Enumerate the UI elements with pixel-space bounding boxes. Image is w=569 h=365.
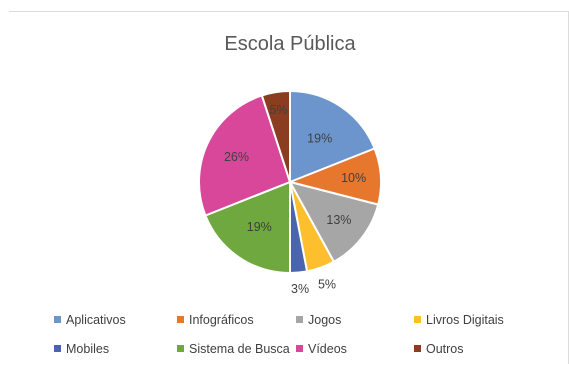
pie-slices (198, 89, 382, 275)
legend-label: Aplicativos (66, 313, 126, 327)
legend-label: Sistema de Busca (189, 342, 290, 356)
legend-label: Livros Digitais (426, 313, 504, 327)
chart-area: Escola Pública 19% 10% 13% 5% 3% 19% 26% 5% Apl… (9, 11, 569, 364)
data-label: 5% (318, 278, 336, 292)
pie-slice-aplicativos (289, 89, 376, 184)
legend-item: Livros Digitais (414, 313, 504, 327)
legend-item: Outros (414, 342, 464, 356)
pie-chart: Escola Pública 19% 10% 13% 5% 3% 19% 26% 5% Apl… (54, 33, 504, 356)
pie-slice-v-deos (198, 94, 292, 217)
legend-swatch (296, 316, 303, 323)
legend-label: Vídeos (308, 342, 347, 356)
legend-item: Aplicativos (54, 313, 126, 327)
legend-label: Outros (426, 342, 464, 356)
data-labels: 19% 10% 13% 5% 3% 19% 26% 5% (224, 103, 366, 296)
data-label: 13% (326, 213, 351, 227)
legend-item: Jogos (296, 313, 341, 327)
legend-swatch (414, 316, 421, 323)
data-label: 26% (224, 150, 249, 164)
legend-item: Infográficos (177, 313, 254, 327)
data-label: 5% (270, 103, 288, 117)
legend-label: Jogos (308, 313, 341, 327)
data-label: 10% (341, 171, 366, 185)
data-label: 19% (247, 220, 272, 234)
legend-swatch (296, 345, 303, 352)
legend-swatch (177, 316, 184, 323)
legend-item: Sistema de Busca (177, 342, 290, 356)
legend-swatch (414, 345, 421, 352)
data-label: 3% (291, 282, 309, 296)
legend: Aplicativos Infográficos Jogos Livros Digit… (54, 313, 504, 356)
data-label: 19% (307, 131, 332, 145)
legend-label: Infográficos (189, 313, 254, 327)
chart-title: Escola Pública (224, 33, 356, 55)
pie-slice-outros (260, 89, 291, 183)
legend-swatch (177, 345, 184, 352)
legend-item: Mobiles (54, 342, 109, 356)
legend-item: Vídeos (296, 342, 347, 356)
pie-slice-sistema-de-busca (204, 180, 291, 275)
legend-swatch (54, 316, 61, 323)
legend-swatch (54, 345, 61, 352)
pie-slice-jogos (288, 180, 380, 264)
legend-label: Mobiles (66, 342, 109, 356)
